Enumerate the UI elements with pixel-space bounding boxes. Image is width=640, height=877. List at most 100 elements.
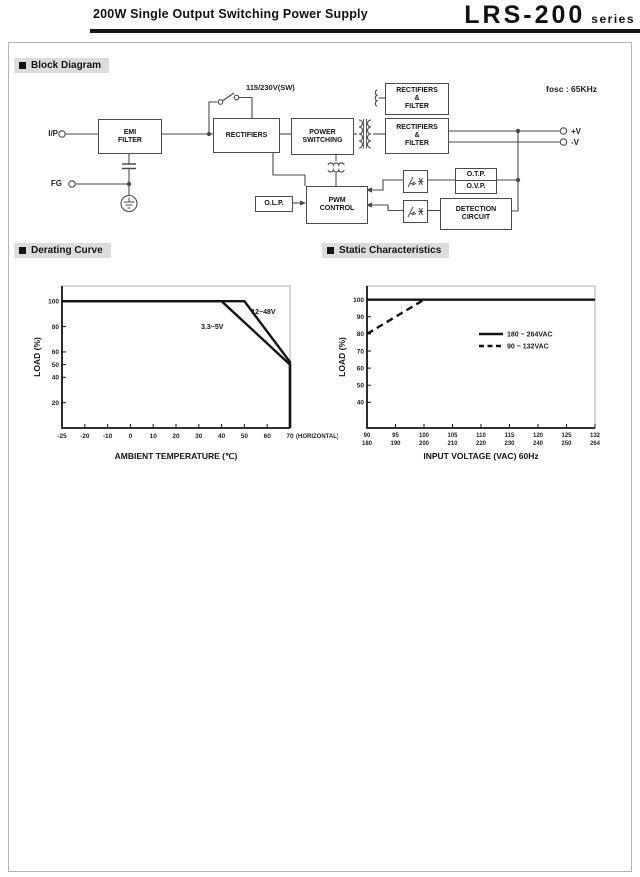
section-title: Derating Curve	[31, 245, 103, 256]
fg-terminal-label: FG	[50, 179, 62, 188]
v-plus-terminal-label: +V	[571, 126, 582, 136]
section-bullet-icon	[327, 247, 334, 254]
block-label: &	[414, 132, 420, 140]
block-label: O.L.P.	[264, 200, 284, 208]
section-static-characteristics: Static Characteristics	[322, 243, 450, 258]
rectifiers-filter-top-block: RECTIFIERS & FILTER	[385, 83, 449, 115]
svg-text:40: 40	[52, 375, 60, 382]
svg-text:90 ~ 132VAC: 90 ~ 132VAC	[507, 344, 549, 351]
ovp-block: O.V.P.	[455, 180, 497, 194]
series-suffix: series	[591, 12, 635, 26]
transformer-icon	[352, 89, 385, 149]
svg-text:10: 10	[150, 433, 158, 440]
block-label: O.T.P.	[466, 171, 486, 179]
pwm-winding-icon	[327, 153, 345, 186]
svg-text:50: 50	[241, 433, 249, 440]
block-label: EMI	[123, 128, 137, 136]
svg-text:70: 70	[286, 433, 294, 440]
svg-text:105: 105	[447, 433, 458, 439]
section-title: Static Characteristics	[339, 245, 442, 256]
svg-text:80: 80	[52, 324, 60, 331]
svg-text:50: 50	[52, 362, 60, 369]
svg-text:180 ~ 264VAC: 180 ~ 264VAC	[507, 332, 553, 339]
svg-text:INPUT VOLTAGE (VAC) 60Hz: INPUT VOLTAGE (VAC) 60Hz	[423, 451, 538, 461]
svg-text:20: 20	[172, 433, 180, 440]
header-rule	[90, 29, 640, 33]
svg-text:230: 230	[504, 441, 515, 447]
svg-text:132: 132	[590, 433, 601, 439]
block-label: PWM	[328, 197, 346, 205]
block-label: FILTER	[405, 139, 429, 147]
input-terminal-label: I/P	[48, 129, 58, 138]
svg-text:-20: -20	[80, 433, 90, 440]
svg-text:110: 110	[476, 433, 486, 439]
power-switching-block: POWER SWITCHING	[291, 118, 354, 155]
optocoupler-icon	[407, 176, 424, 188]
svg-text:250: 250	[561, 441, 572, 447]
series-name: LRS-200	[464, 1, 586, 29]
svg-text:180: 180	[362, 441, 373, 447]
svg-text:0: 0	[129, 433, 133, 440]
svg-text:220: 220	[476, 441, 487, 447]
svg-text:90: 90	[364, 433, 371, 439]
block-label: RECTIFIERS	[396, 87, 438, 95]
svg-text:100: 100	[48, 299, 59, 306]
content-frame	[8, 42, 632, 872]
ac-select-switch-label: 115/230V(SW)	[246, 83, 295, 92]
series-brand: LRS-200 series	[464, 1, 635, 30]
svg-text:LOAD (%): LOAD (%)	[337, 337, 347, 377]
svg-text:-10: -10	[103, 433, 113, 440]
svg-text:200: 200	[419, 441, 430, 447]
optocoupler-2	[403, 200, 428, 223]
svg-text:190: 190	[390, 441, 401, 447]
fosc-label: fosc : 65KHz	[546, 84, 598, 94]
svg-text:80: 80	[357, 331, 365, 338]
derating-curve-chart: 20 40 50 60 80 100 -25 -20 -10 0 10 20 30 40 50 60 70 (HO…	[28, 278, 338, 473]
page-title: 200W Single Output Switching Power Suppl…	[93, 7, 368, 21]
section-block-diagram: Block Diagram	[14, 58, 110, 73]
svg-text:20: 20	[52, 400, 60, 407]
svg-text:3.3~5V: 3.3~5V	[201, 324, 224, 331]
svg-text:70: 70	[357, 348, 365, 355]
block-label: RECTIFIERS	[225, 131, 268, 139]
block-label: FILTER	[405, 102, 429, 110]
svg-text:40: 40	[218, 433, 226, 440]
emi-filter-block: EMI FILTER	[98, 119, 162, 154]
svg-text:40: 40	[357, 400, 365, 407]
rectifiers-filter-output-block: RECTIFIERS & FILTER	[385, 118, 449, 154]
block-diagram: EMI FILTER RECTIFIERS POWER SWITCHING RE…	[0, 60, 640, 240]
svg-text:210: 210	[447, 441, 458, 447]
svg-text:100: 100	[353, 297, 364, 304]
derating-curve-svg: 20 40 50 60 80 100 -25 -20 -10 0 10 20 30 40 50 60 70 (HO…	[32, 285, 338, 461]
svg-text:125: 125	[561, 433, 572, 439]
svg-text:264: 264	[590, 441, 601, 447]
static-characteristics-chart: 40 50 60 70 80 90 100 90 180 95 190 100 200 105 210 110…	[333, 278, 638, 473]
svg-text:12~48V: 12~48V	[251, 309, 276, 316]
earth-ground-icon	[120, 194, 138, 213]
section-bullet-icon	[19, 247, 26, 254]
svg-text:115: 115	[505, 433, 515, 439]
svg-text:60: 60	[357, 365, 365, 372]
svg-text:120: 120	[533, 433, 544, 439]
svg-text:LOAD (%): LOAD (%)	[32, 337, 42, 377]
svg-text:90: 90	[357, 314, 365, 321]
svg-text:60: 60	[264, 433, 272, 440]
svg-text:(HORIZONTAL): (HORIZONTAL)	[296, 434, 338, 440]
pwm-control-block: PWM CONTROL	[306, 186, 368, 224]
line-select-switch-icon	[208, 92, 253, 134]
v-minus-terminal-label: -V	[571, 137, 579, 147]
svg-text:50: 50	[357, 383, 365, 390]
block-label: DETECTION	[455, 206, 497, 214]
svg-text:95: 95	[392, 433, 399, 439]
block-diagram-wiring	[58, 89, 568, 213]
section-derating-curve: Derating Curve	[14, 243, 111, 258]
block-label: RECTIFIERS	[396, 124, 438, 132]
svg-text:-25: -25	[57, 433, 67, 440]
block-label: CIRCUIT	[461, 214, 491, 221]
section-title: Block Diagram	[31, 60, 102, 71]
optocoupler-icon	[407, 206, 424, 218]
block-label: O.V.P.	[466, 183, 486, 191]
olp-block: O.L.P.	[255, 196, 293, 212]
block-label: SWITCHING	[302, 136, 343, 144]
